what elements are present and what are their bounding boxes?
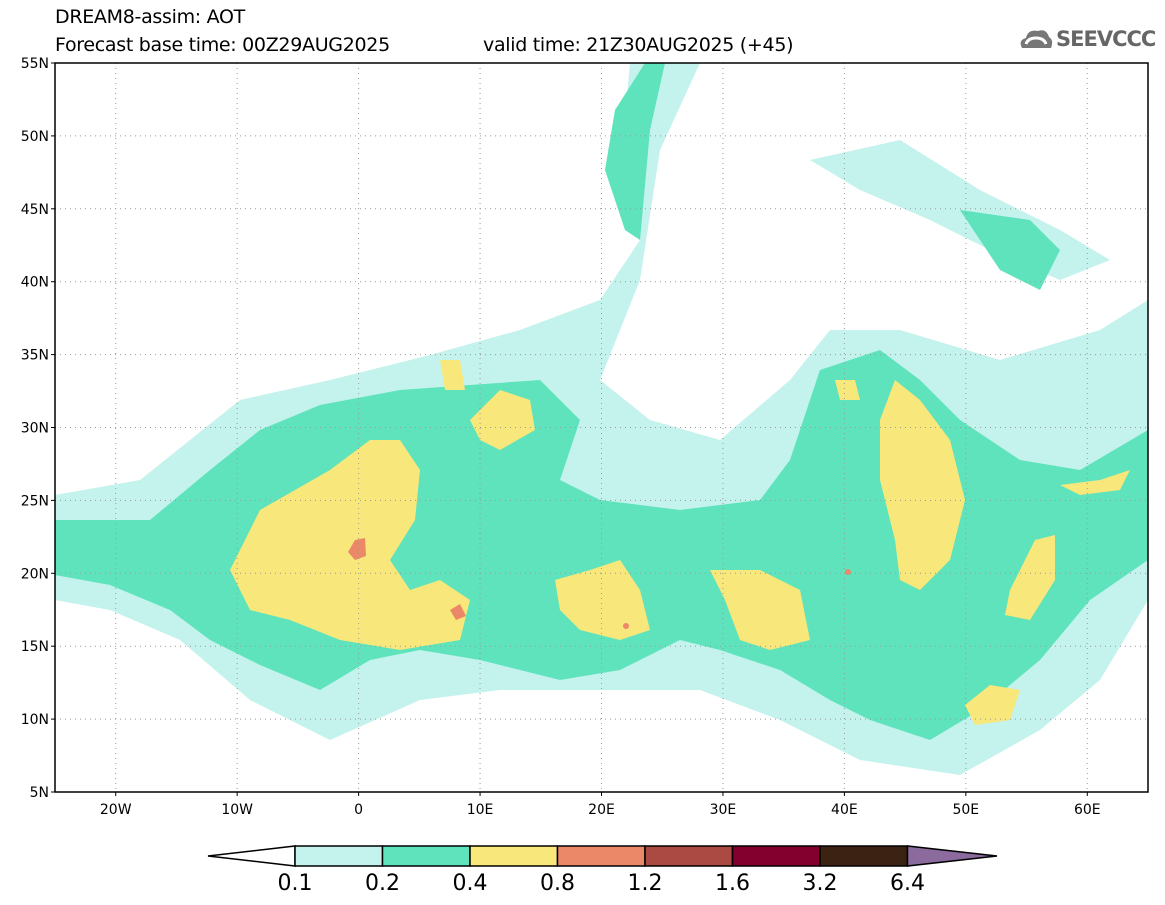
- lon-label: 30E: [710, 802, 737, 818]
- lat-label: 35N: [21, 348, 49, 364]
- lon-label: 60E: [1074, 802, 1101, 818]
- legend-swatch: [644, 845, 734, 867]
- lon-label: 40E: [831, 802, 858, 818]
- lat-label: 45N: [21, 202, 49, 218]
- lon-label: 20E: [588, 802, 615, 818]
- aot-band-0.2: [55, 350, 1148, 740]
- aot-band-0.4: [230, 360, 1130, 725]
- legend-label: 0.1: [278, 871, 313, 896]
- legend-label: 6.4: [890, 871, 925, 896]
- legend-label: 0.2: [365, 871, 400, 896]
- legend-swatch: [819, 845, 909, 867]
- legend-swatch: [731, 845, 821, 867]
- legend-swatch: [381, 845, 471, 867]
- cloud-icon: [1020, 30, 1053, 48]
- legend-swatch: [294, 845, 384, 867]
- valid-time: valid time: 21Z30AUG2025 (+45): [483, 34, 794, 56]
- lon-label: 0: [354, 802, 363, 818]
- seevccc-logo: SEEVCCC: [1018, 26, 1156, 52]
- lon-label: 10E: [467, 802, 494, 818]
- lat-label: 55N: [21, 56, 49, 72]
- lon-label: 20W: [100, 802, 132, 818]
- aot-band-0.8: [348, 538, 851, 629]
- lat-label: 50N: [21, 129, 49, 145]
- lat-label: 15N: [21, 639, 49, 655]
- legend-swatch: [469, 845, 559, 867]
- lat-label: 10N: [21, 712, 49, 728]
- lon-label: 10W: [221, 802, 253, 818]
- aot-map: 55N 50N 45N 40N 35N 30N 25N 20N 15N 10N 5N 20W 10W 0…: [21, 56, 1149, 818]
- legend-upper-triangle: [906, 845, 998, 867]
- legend-label: 0.4: [453, 871, 488, 896]
- color-legend: 0.1 0.2 0.4 0.8 1.2 1.6 3.2 6.4: [207, 845, 998, 896]
- legend-label: 1.6: [715, 871, 750, 896]
- lat-label: 30N: [21, 421, 49, 437]
- lat-label: 25N: [21, 493, 49, 509]
- product-title: DREAM8-assim: AOT: [55, 6, 245, 28]
- forecast-base-time: Forecast base time: 00Z29AUG2025: [55, 34, 390, 56]
- lon-label: 50E: [952, 802, 979, 818]
- legend-label: 1.2: [628, 871, 663, 896]
- legend-lower-triangle: [207, 845, 296, 867]
- logo-text: SEEVCCC: [1056, 27, 1156, 51]
- legend-label: 0.8: [540, 871, 575, 896]
- lat-label: 5N: [30, 785, 49, 801]
- lat-label: 40N: [21, 275, 49, 291]
- lat-label: 20N: [21, 566, 49, 582]
- legend-swatch: [556, 845, 646, 867]
- legend-label: 3.2: [803, 871, 838, 896]
